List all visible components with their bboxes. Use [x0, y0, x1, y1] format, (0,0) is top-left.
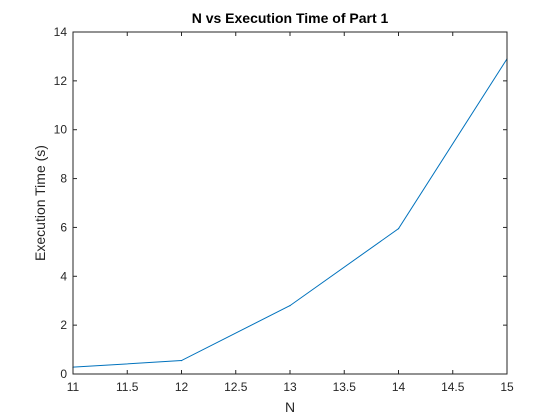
- data-point: [180, 359, 183, 362]
- series-line: [72, 58, 508, 368]
- data-point: [397, 228, 400, 230]
- x-tick-label: 13.5: [333, 380, 357, 394]
- series-group: [72, 58, 508, 368]
- data-point: [289, 305, 291, 307]
- x-tick-label: 14.5: [441, 380, 465, 394]
- axes-box: [72, 31, 508, 375]
- y-tick-label: 0: [60, 367, 67, 381]
- chart-title: N vs Execution Time of Part 1: [192, 10, 389, 26]
- y-tick-label: 10: [54, 123, 68, 137]
- x-tick-label: 14: [392, 380, 406, 394]
- y-tick-label: 8: [60, 172, 67, 186]
- x-tick-label: 13: [283, 380, 297, 394]
- x-axis-label: N: [285, 399, 295, 415]
- x-tick-label: 12.5: [224, 380, 248, 394]
- x-tick-label: 15: [500, 380, 514, 394]
- x-tick-label: 11: [67, 380, 80, 394]
- x-tick-label: 11.5: [116, 380, 139, 394]
- x-tick-label: 12: [175, 380, 189, 394]
- y-tick-label: 6: [60, 220, 67, 234]
- y-tick-label: 12: [54, 74, 68, 88]
- y-tick-label: 4: [60, 269, 67, 283]
- ticks: 11 11.5 12 12.5 13 13.5 14 14.5 15 0 2 4 6 8 10 12 14: [54, 25, 514, 394]
- y-tick-label: 14: [54, 25, 68, 39]
- y-tick-label: 2: [60, 318, 67, 332]
- y-axis-label: Execution Time (s): [32, 145, 48, 261]
